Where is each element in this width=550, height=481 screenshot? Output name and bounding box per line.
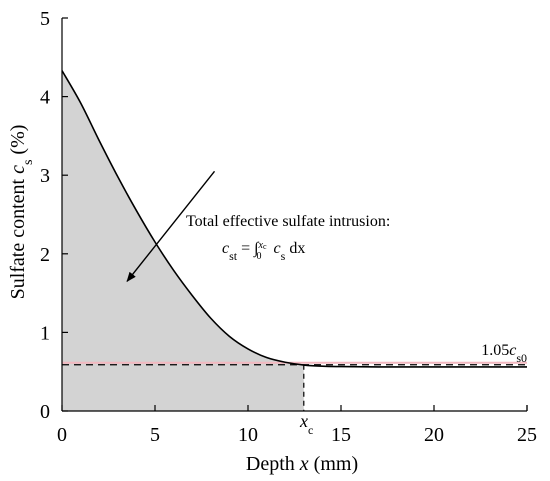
critical-depth-label: xc: [299, 411, 313, 437]
y-axis-title: Sulfate content cs (%): [7, 125, 36, 300]
y-tick-label: 4: [40, 87, 50, 109]
annotation-arrow: [126, 170, 216, 283]
sulfate-curve: [61, 70, 527, 368]
x-tick-label: 20: [424, 424, 444, 446]
x-tick-label: 25: [517, 424, 537, 446]
y-ticks: 0 1 2 3 4 5: [40, 8, 68, 423]
x-tick-label: 15: [331, 424, 351, 446]
annotation-title: Total effective sulfate intrusion:: [186, 213, 390, 230]
y-tick-label: 3: [40, 165, 50, 187]
x-ticks: 0 5 10 15 20 25: [57, 405, 537, 446]
x-tick-label: 5: [150, 424, 160, 446]
x-axis-title: Depth x (mm): [246, 453, 358, 475]
reference-line-label: 1.05cs0: [481, 342, 527, 365]
y-tick-label: 5: [40, 8, 50, 30]
y-tick-label: 0: [40, 401, 50, 423]
y-tick-label: 1: [40, 322, 50, 344]
annotation-equation: cst = ∫xc 0 cs dx: [222, 240, 305, 264]
y-tick-label: 2: [40, 244, 50, 266]
x-tick-label: 0: [57, 424, 67, 446]
x-tick-label: 10: [238, 424, 258, 446]
shaded-area: [62, 70, 304, 412]
